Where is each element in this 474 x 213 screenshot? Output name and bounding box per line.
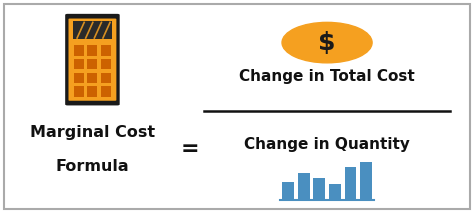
- Bar: [101, 86, 111, 97]
- Bar: [101, 45, 111, 56]
- Circle shape: [282, 22, 372, 63]
- Bar: [360, 162, 372, 200]
- Bar: [329, 184, 341, 200]
- Text: Change in Quantity: Change in Quantity: [244, 137, 410, 152]
- Bar: [74, 86, 84, 97]
- Text: Formula: Formula: [55, 159, 129, 174]
- Text: Change in Total Cost: Change in Total Cost: [239, 69, 415, 84]
- Bar: [88, 45, 97, 56]
- Bar: [73, 21, 111, 39]
- Bar: [88, 59, 97, 69]
- Bar: [74, 59, 84, 69]
- FancyBboxPatch shape: [69, 19, 117, 101]
- Bar: [101, 59, 111, 69]
- Text: Marginal Cost: Marginal Cost: [30, 125, 155, 140]
- Text: =: =: [180, 139, 199, 159]
- Bar: [345, 167, 356, 200]
- Bar: [101, 73, 111, 83]
- Text: $: $: [319, 31, 336, 55]
- Bar: [74, 45, 84, 56]
- FancyBboxPatch shape: [65, 14, 119, 105]
- Bar: [88, 86, 97, 97]
- Bar: [88, 73, 97, 83]
- Bar: [298, 173, 310, 200]
- Bar: [74, 73, 84, 83]
- Bar: [313, 178, 325, 200]
- Bar: [282, 182, 294, 200]
